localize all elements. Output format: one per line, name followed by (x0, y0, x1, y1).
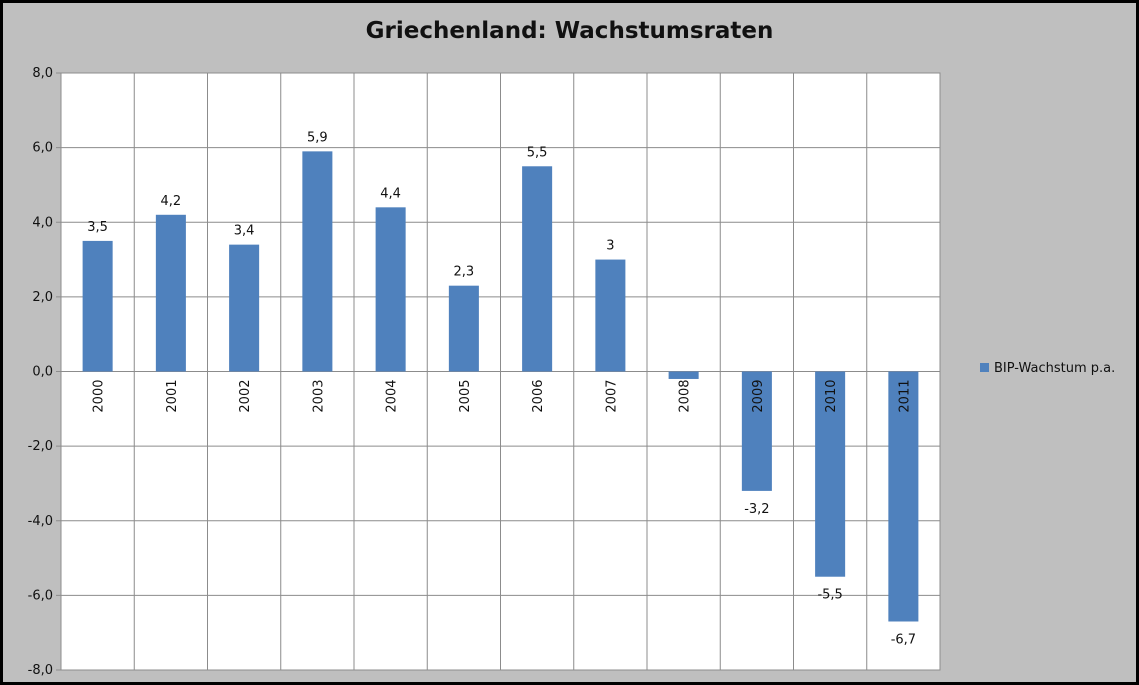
bar (82, 240, 113, 372)
y-tick-label: 6,0 (32, 141, 53, 156)
data-label: 3,4 (234, 224, 255, 239)
data-label: 5,5 (527, 145, 548, 160)
legend-swatch (980, 363, 989, 372)
bar (522, 166, 553, 372)
data-label: 3 (606, 239, 614, 254)
x-tick-label: 2005 (458, 380, 473, 413)
y-tick-label: 4,0 (32, 215, 53, 230)
x-tick-label: 2008 (678, 380, 693, 413)
y-tick-label: -6,0 (28, 588, 53, 603)
data-label: -3,2 (744, 502, 769, 517)
bar (741, 371, 772, 491)
legend-label: BIP-Wachstum p.a. (994, 361, 1115, 376)
x-tick-label: 2010 (824, 380, 839, 413)
bar (815, 371, 846, 577)
chart-title: Griechenland: Wachstumsraten (365, 18, 774, 44)
bar (155, 214, 186, 372)
data-label: -6,7 (891, 632, 916, 647)
bar (229, 244, 260, 372)
x-tick-label: 2009 (751, 380, 766, 413)
y-tick-label: 2,0 (32, 290, 53, 305)
x-tick-label: 2006 (531, 380, 546, 413)
x-tick-label: 2001 (165, 380, 180, 413)
x-tick-label: 2007 (604, 380, 619, 413)
y-tick-label: -8,0 (28, 663, 53, 678)
data-label: 3,5 (87, 220, 108, 235)
data-label: 4,4 (380, 186, 401, 201)
chart-svg: 8,0 6,0 4,0 2,0 0,0 -2,0 -4,0 -6,0 -8,0 3,5 2000 4,… (28, 66, 1116, 678)
data-label: -5,5 (817, 588, 842, 603)
y-tick-label: -4,0 (28, 514, 53, 529)
bar (302, 151, 333, 372)
x-tick-label: 2000 (92, 380, 107, 413)
x-tick-label: 2011 (897, 380, 912, 413)
x-tick-label: 2002 (238, 380, 253, 413)
y-tick-label: 8,0 (32, 66, 53, 81)
x-tick-label: 2003 (311, 380, 326, 413)
data-label: 5,9 (307, 130, 328, 145)
y-tick-label: 0,0 (32, 365, 53, 380)
data-label: 2,3 (454, 265, 475, 280)
bar (888, 371, 919, 622)
x-tick-label: 2004 (385, 380, 400, 413)
bar (375, 207, 406, 372)
data-label: 4,2 (161, 194, 182, 209)
y-tick-label: -2,0 (28, 439, 53, 454)
bar (595, 259, 626, 372)
bar (668, 371, 699, 379)
bar (448, 285, 479, 372)
